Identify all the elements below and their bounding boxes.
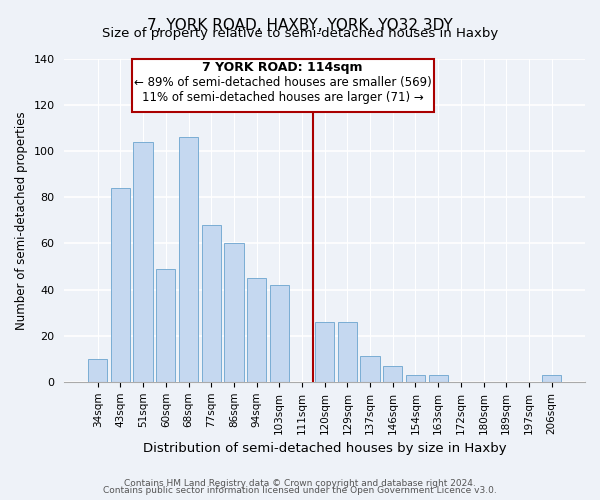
Bar xyxy=(383,366,403,382)
Bar xyxy=(361,356,380,382)
Text: 7, YORK ROAD, HAXBY, YORK, YO32 3DY: 7, YORK ROAD, HAXBY, YORK, YO32 3DY xyxy=(147,18,453,32)
Bar xyxy=(133,142,153,382)
Bar xyxy=(428,375,448,382)
Text: Contains HM Land Registry data © Crown copyright and database right 2024.: Contains HM Land Registry data © Crown c… xyxy=(124,478,476,488)
FancyBboxPatch shape xyxy=(132,59,434,112)
Bar xyxy=(156,269,175,382)
X-axis label: Distribution of semi-detached houses by size in Haxby: Distribution of semi-detached houses by … xyxy=(143,442,506,455)
Bar xyxy=(406,375,425,382)
Text: ← 89% of semi-detached houses are smaller (569): ← 89% of semi-detached houses are smalle… xyxy=(134,76,431,88)
Bar xyxy=(269,285,289,382)
Text: 11% of semi-detached houses are larger (71) →: 11% of semi-detached houses are larger (… xyxy=(142,90,424,104)
Text: 7 YORK ROAD: 114sqm: 7 YORK ROAD: 114sqm xyxy=(202,60,363,74)
Bar xyxy=(247,278,266,382)
Bar xyxy=(315,322,334,382)
Bar xyxy=(224,244,244,382)
Bar xyxy=(111,188,130,382)
Bar xyxy=(338,322,357,382)
Y-axis label: Number of semi-detached properties: Number of semi-detached properties xyxy=(15,111,28,330)
Bar xyxy=(179,138,198,382)
Text: Size of property relative to semi-detached houses in Haxby: Size of property relative to semi-detach… xyxy=(102,28,498,40)
Bar xyxy=(202,225,221,382)
Text: Contains public sector information licensed under the Open Government Licence v3: Contains public sector information licen… xyxy=(103,486,497,495)
Bar xyxy=(542,375,562,382)
Bar xyxy=(88,359,107,382)
